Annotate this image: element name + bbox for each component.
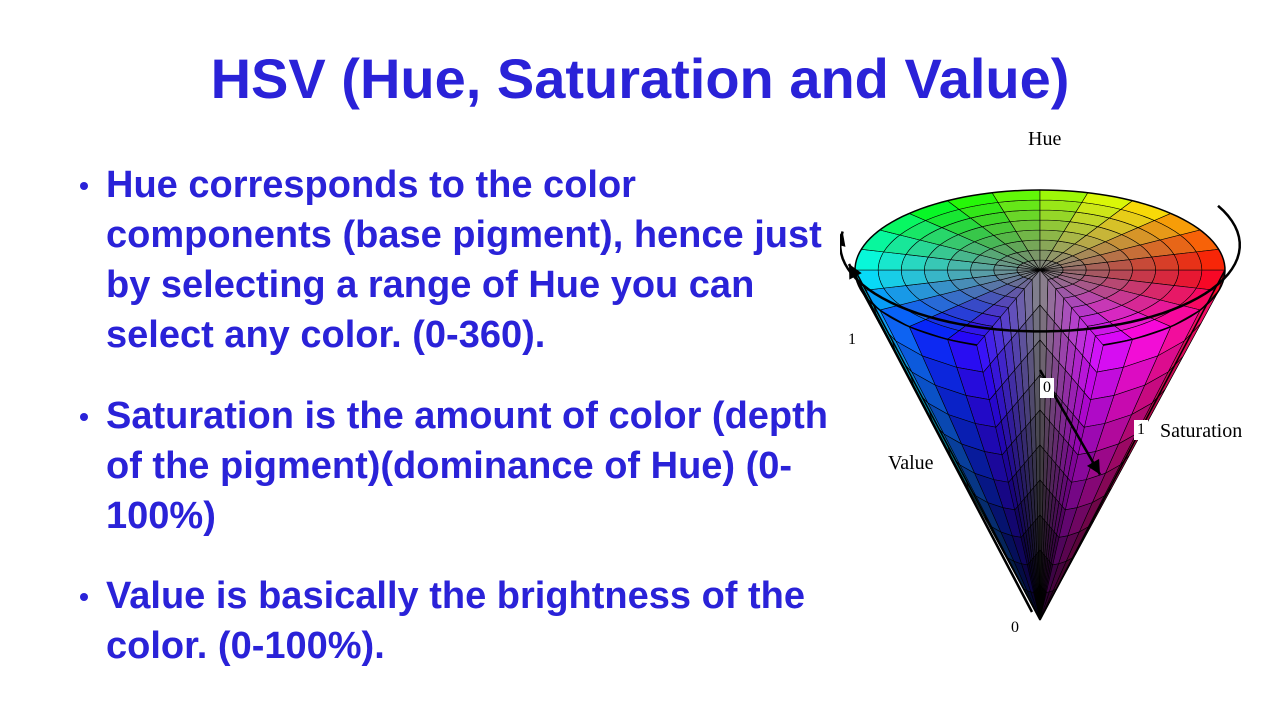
tick-value-bottom: 0 xyxy=(1008,618,1022,638)
bullet-dot-icon xyxy=(80,593,88,601)
axis-label-hue: Hue xyxy=(1028,128,1061,151)
slide-title: HSV (Hue, Saturation and Value) xyxy=(0,46,1280,111)
slide: HSV (Hue, Saturation and Value) Hue corr… xyxy=(0,0,1280,720)
bullet-text: Hue corresponds to the color components … xyxy=(106,160,840,361)
bullet-text: Saturation is the amount of color (depth… xyxy=(106,391,840,541)
axis-label-value: Value xyxy=(888,452,934,475)
hsv-cone-diagram: Hue Saturation Value 1 0 0 1 xyxy=(840,120,1260,680)
bullet-item: Value is basically the brightness of the… xyxy=(80,571,840,671)
axis-label-saturation: Saturation xyxy=(1160,420,1242,443)
hsv-cone-svg xyxy=(840,120,1260,680)
bullet-dot-icon xyxy=(80,182,88,190)
tick-sat-inner: 0 xyxy=(1040,378,1054,398)
bullet-item: Hue corresponds to the color components … xyxy=(80,160,840,361)
bullet-text: Value is basically the brightness of the… xyxy=(106,571,840,671)
bullet-item: Saturation is the amount of color (depth… xyxy=(80,391,840,541)
tick-sat-outer: 1 xyxy=(1134,420,1148,440)
bullet-dot-icon xyxy=(80,413,88,421)
bullet-list: Hue corresponds to the color components … xyxy=(80,160,840,701)
tick-value-top: 1 xyxy=(845,330,859,350)
